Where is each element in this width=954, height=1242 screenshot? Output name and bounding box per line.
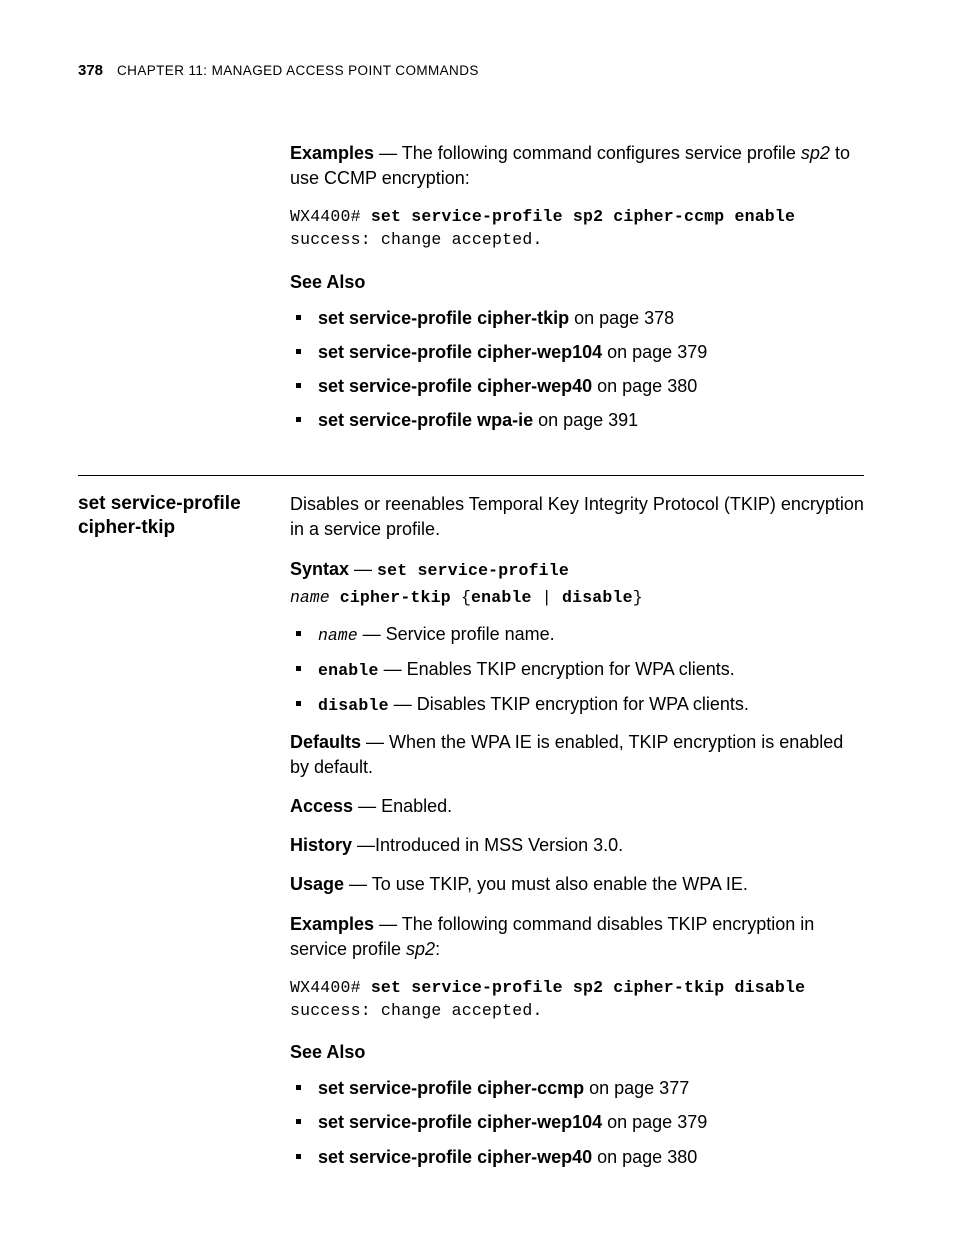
left-heading-col: set service-profile cipher-tkip — [78, 492, 262, 540]
section-cipher-tkip: set service-profile cipher-tkip Disables… — [78, 492, 864, 1181]
param-desc: — Enables TKIP encryption for WPA client… — [379, 659, 735, 679]
code-prompt: WX4400# — [290, 978, 371, 997]
examples-paragraph: Examples — The following command configu… — [290, 141, 864, 191]
syntax-label: Syntax — [290, 559, 349, 579]
xref-suffix: on page 379 — [602, 1112, 707, 1132]
see-also-list-tkip: set service-profile cipher-ccmp on page … — [290, 1075, 864, 1169]
code-result: success: change accepted. — [290, 1001, 543, 1020]
code-block-tkip: WX4400# set service-profile sp2 cipher-t… — [290, 976, 864, 1022]
section-ccmp-continuation: Examples — The following command configu… — [78, 141, 864, 445]
list-item: set service-profile cipher-wep40 on page… — [290, 1144, 864, 1170]
history-paragraph: History —Introduced in MSS Version 3.0. — [290, 833, 864, 858]
xref-suffix: on page 377 — [584, 1078, 689, 1098]
examples-text-b: : — [435, 939, 440, 959]
param-name: enable — [318, 661, 379, 680]
xref-suffix: on page 380 — [592, 376, 697, 396]
list-item: enable — Enables TKIP encryption for WPA… — [290, 656, 864, 683]
usage-paragraph: Usage — To use TKIP, you must also enabl… — [290, 872, 864, 897]
syntax-brace-close: } — [633, 588, 643, 607]
syntax-brace-open: { — [461, 588, 471, 607]
list-item: name — Service profile name. — [290, 621, 864, 648]
xref-command: set service-profile cipher-wep104 — [318, 342, 602, 362]
chapter-title: Chapter 11: Managed Access Point Command… — [117, 63, 479, 78]
param-name: disable — [318, 696, 389, 715]
code-command: set service-profile sp2 cipher-ccmp enab… — [371, 207, 795, 226]
syntax-disable: disable — [562, 588, 633, 607]
syntax-name: name — [290, 588, 330, 607]
list-item: set service-profile cipher-wep104 on pag… — [290, 1109, 864, 1135]
param-list: name — Service profile name. enable — En… — [290, 621, 864, 718]
code-command: set service-profile sp2 cipher-tkip disa… — [371, 978, 805, 997]
xref-suffix: on page 378 — [569, 308, 674, 328]
examples-profile: sp2 — [406, 939, 435, 959]
running-header: 378 Chapter 11: Managed Access Point Com… — [78, 62, 864, 79]
access-label: Access — [290, 796, 353, 816]
page-number: 378 — [78, 62, 103, 79]
history-text: —Introduced in MSS Version 3.0. — [352, 835, 623, 855]
xref-suffix: on page 380 — [592, 1147, 697, 1167]
usage-label: Usage — [290, 874, 344, 894]
access-text: — Enabled. — [353, 796, 452, 816]
intro-paragraph: Disables or reenables Temporal Key Integ… — [290, 492, 864, 542]
syntax-pipe: | — [532, 588, 562, 607]
list-item: set service-profile cipher-ccmp on page … — [290, 1075, 864, 1101]
section-divider — [78, 475, 864, 476]
xref-command: set service-profile cipher-wep40 — [318, 1147, 592, 1167]
examples-text-a: — The following command configures servi… — [374, 143, 801, 163]
xref-suffix: on page 391 — [533, 410, 638, 430]
syntax-cmd-1: set service-profile — [377, 561, 569, 580]
defaults-text: — When the WPA IE is enabled, TKIP encry… — [290, 732, 843, 777]
section-heading: set service-profile cipher-tkip — [78, 492, 262, 540]
xref-command: set service-profile cipher-ccmp — [318, 1078, 584, 1098]
syntax-line-2: name cipher-tkip {enable | disable} — [290, 584, 864, 609]
syntax-enable: enable — [471, 588, 532, 607]
examples-profile: sp2 — [801, 143, 830, 163]
see-also-list: set service-profile cipher-tkip on page … — [290, 305, 864, 433]
xref-command: set service-profile wpa-ie — [318, 410, 533, 430]
list-item: set service-profile cipher-wep104 on pag… — [290, 339, 864, 365]
tkip-body: Disables or reenables Temporal Key Integ… — [290, 492, 864, 1181]
see-also-heading: See Also — [290, 270, 864, 295]
access-paragraph: Access — Enabled. — [290, 794, 864, 819]
code-result: success: change accepted. — [290, 230, 543, 249]
xref-command: set service-profile cipher-tkip — [318, 308, 569, 328]
page-root: 378 Chapter 11: Managed Access Point Com… — [0, 0, 954, 1242]
param-desc: — Disables TKIP encryption for WPA clien… — [389, 694, 749, 714]
xref-suffix: on page 379 — [602, 342, 707, 362]
xref-command: set service-profile cipher-wep40 — [318, 376, 592, 396]
list-item: set service-profile cipher-wep40 on page… — [290, 373, 864, 399]
syntax-mid: cipher-tkip — [330, 588, 461, 607]
ccmp-body: Examples — The following command configu… — [290, 141, 864, 445]
list-item: disable — Disables TKIP encryption for W… — [290, 691, 864, 718]
param-desc: — Service profile name. — [358, 624, 555, 644]
history-label: History — [290, 835, 352, 855]
syntax-line-1: Syntax — set service-profile — [290, 557, 864, 582]
param-name: name — [318, 626, 358, 645]
see-also-heading-tkip: See Also — [290, 1040, 864, 1065]
code-prompt: WX4400# — [290, 207, 371, 226]
heading-line2: cipher-tkip — [78, 517, 175, 538]
usage-text: — To use TKIP, you must also enable the … — [344, 874, 748, 894]
examples-paragraph-tkip: Examples — The following command disable… — [290, 912, 864, 962]
examples-label: Examples — [290, 914, 374, 934]
defaults-label: Defaults — [290, 732, 361, 752]
heading-line1: set service-profile — [78, 493, 241, 514]
list-item: set service-profile cipher-tkip on page … — [290, 305, 864, 331]
examples-label: Examples — [290, 143, 374, 163]
defaults-paragraph: Defaults — When the WPA IE is enabled, T… — [290, 730, 864, 780]
syntax-sep: — — [349, 559, 377, 579]
list-item: set service-profile wpa-ie on page 391 — [290, 407, 864, 433]
xref-command: set service-profile cipher-wep104 — [318, 1112, 602, 1132]
code-block-ccmp: WX4400# set service-profile sp2 cipher-c… — [290, 205, 864, 251]
